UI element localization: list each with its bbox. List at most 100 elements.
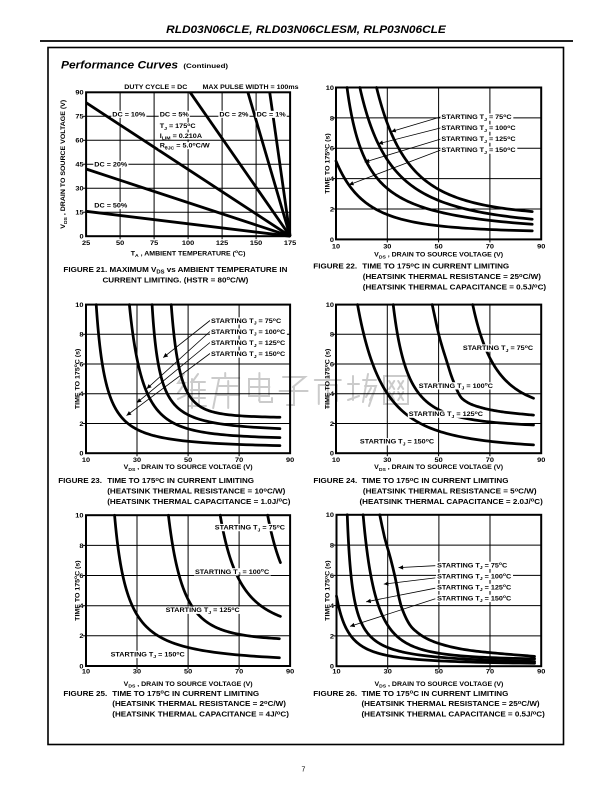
svg-text:FIGURE 25.: FIGURE 25. [63, 689, 107, 697]
svg-text:TIME TO 175o​C (s): TIME TO 175o​C (s) [325, 560, 332, 620]
svg-text:(Continued): (Continued) [183, 64, 228, 70]
svg-text:STARTING TJ​ = 150o​C: STARTING TJ​ = 150o​C [111, 651, 185, 660]
svg-text:8: 8 [79, 543, 83, 550]
svg-text:(HEATSINK THERMAL RESISTANCE =: (HEATSINK THERMAL RESISTANCE = 25o​C/W) [362, 700, 541, 708]
svg-text:90: 90 [537, 457, 545, 464]
svg-text:(HEATSINK THERMAL RESISTANCE =: (HEATSINK THERMAL RESISTANCE = 10o​C/W) [107, 487, 286, 495]
svg-text:FIGURE 24.: FIGURE 24. [313, 477, 357, 485]
svg-text:STARTING TJ​ = 100o​C: STARTING TJ​ = 100o​C [437, 573, 511, 582]
svg-text:DC = 20%: DC = 20% [94, 162, 127, 169]
svg-text:DUTY CYCLE = DC: DUTY CYCLE = DC [124, 84, 187, 91]
svg-text:10: 10 [82, 669, 90, 676]
svg-text:30: 30 [384, 669, 392, 676]
svg-text:STARTING TJ​ = 100o​C: STARTING TJ​ = 100o​C [195, 569, 269, 578]
svg-text:10: 10 [75, 513, 83, 520]
svg-text:FIGURE 22.: FIGURE 22. [313, 262, 357, 270]
svg-text:DC = 2%: DC = 2% [219, 112, 248, 119]
svg-text:70: 70 [235, 669, 243, 676]
svg-text:60: 60 [75, 138, 83, 145]
svg-text:VDS​ , DRAIN TO SOURCE VOLTAGE: VDS​ , DRAIN TO SOURCE VOLTAGE (V) [60, 100, 68, 229]
svg-text:10: 10 [326, 302, 334, 309]
svg-text:TIME TO 175o​C (s): TIME TO 175o​C (s) [74, 560, 81, 620]
svg-text:8: 8 [330, 116, 334, 123]
svg-text:7: 7 [302, 767, 306, 774]
svg-text:TIME TO 175o​C IN CURRENT LIMI: TIME TO 175o​C IN CURRENT LIMITING [362, 262, 509, 270]
svg-text:2: 2 [330, 421, 334, 428]
svg-text:10: 10 [332, 244, 340, 251]
svg-text:10: 10 [332, 457, 340, 464]
svg-text:6: 6 [79, 362, 83, 369]
svg-text:100: 100 [182, 240, 194, 247]
svg-text:6: 6 [79, 573, 83, 580]
svg-text:45: 45 [75, 162, 83, 169]
svg-text:STARTING TJ​ = 125o​C: STARTING TJ​ = 125o​C [409, 411, 483, 420]
svg-text:50: 50 [434, 457, 442, 464]
svg-text:50: 50 [435, 669, 443, 676]
svg-text:2: 2 [79, 421, 83, 428]
svg-text:TIME TO 175o​C (s): TIME TO 175o​C (s) [74, 349, 81, 409]
svg-text:4: 4 [330, 391, 334, 398]
svg-text:30: 30 [383, 457, 391, 464]
svg-text:0: 0 [330, 451, 334, 458]
svg-text:(HEATSINK THERMAL RESISTANCE =: (HEATSINK THERMAL RESISTANCE = 2o​C/W) [112, 700, 286, 708]
svg-text:RLD03N06CLE, RLD03N06CLESM, RL: RLD03N06CLE, RLD03N06CLESM, RLP03N06CLE [166, 25, 446, 36]
svg-text:(HEATSINK THERMAL CAPACITANCE: (HEATSINK THERMAL CAPACITANCE = 4J/o​C) [112, 710, 289, 718]
svg-text:2: 2 [79, 633, 83, 640]
svg-text:2: 2 [330, 634, 334, 641]
svg-text:DC = 10%: DC = 10% [112, 112, 145, 119]
svg-text:TIME TO 175o​C IN CURRENT LIMI: TIME TO 175o​C IN CURRENT LIMITING [107, 477, 254, 485]
svg-text:70: 70 [486, 457, 494, 464]
svg-text:STARTING TJ​ = 125o​C: STARTING TJ​ = 125o​C [166, 607, 240, 616]
svg-text:30: 30 [133, 457, 141, 464]
svg-text:VDS​ , DRAIN TO SOURCE VOLTAGE: VDS​ , DRAIN TO SOURCE VOLTAGE (V) [374, 252, 503, 260]
svg-text:VDS​ , DRAIN TO SOURCE VOLTAGE: VDS​ , DRAIN TO SOURCE VOLTAGE (V) [124, 464, 253, 472]
svg-text:STARTING TJ​ = 125o​C: STARTING TJ​ = 125o​C [441, 136, 515, 145]
svg-text:Performance Curves: Performance Curves [61, 60, 179, 72]
svg-text:CURRENT LIMITING. (HSTR = 80o: CURRENT LIMITING. (HSTR = 80o​C/W) [102, 276, 248, 284]
svg-text:8: 8 [330, 543, 334, 550]
svg-text:70: 70 [486, 244, 494, 251]
svg-text:90: 90 [286, 457, 294, 464]
svg-text:4: 4 [79, 391, 83, 398]
svg-text:FIGURE 26.: FIGURE 26. [313, 689, 357, 697]
svg-text:FIGURE 23.: FIGURE 23. [58, 477, 102, 485]
svg-text:4: 4 [330, 176, 334, 183]
svg-text:RθJC​ = 5.0o​C/W: RθJC​ = 5.0o​C/W [160, 143, 211, 152]
svg-text:STARTING TJ​ = 125o​C: STARTING TJ​ = 125o​C [437, 584, 511, 593]
svg-text:6: 6 [330, 573, 334, 580]
svg-text:30: 30 [383, 244, 391, 251]
svg-text:STARTING TJ​ = 75o​C: STARTING TJ​ = 75o​C [437, 562, 507, 571]
svg-text:TJ​ = 175o​C: TJ​ = 175o​C [160, 123, 196, 132]
svg-text:8: 8 [330, 332, 334, 339]
svg-text:70: 70 [235, 457, 243, 464]
svg-text:0: 0 [330, 237, 334, 244]
svg-text:30: 30 [75, 186, 83, 193]
svg-text:STARTING TJ​ = 125o​C: STARTING TJ​ = 125o​C [211, 340, 285, 349]
svg-text:10: 10 [332, 669, 340, 676]
svg-text:MAX PULSE WIDTH = 100ms: MAX PULSE WIDTH = 100ms [202, 84, 298, 91]
svg-text:STARTING TJ​ = 150o​C: STARTING TJ​ = 150o​C [360, 439, 434, 448]
svg-text:75: 75 [150, 240, 158, 247]
svg-text:125: 125 [216, 240, 228, 247]
svg-text:0: 0 [79, 234, 83, 241]
svg-text:STARTING TJ​ = 100o​C: STARTING TJ​ = 100o​C [211, 329, 285, 338]
svg-text:DC = 50%: DC = 50% [94, 203, 127, 210]
svg-text:90: 90 [75, 90, 83, 97]
svg-text:VDS​ , DRAIN TO SOURCE VOLTAGE: VDS​ , DRAIN TO SOURCE VOLTAGE (V) [374, 464, 503, 472]
svg-text:STARTING TJ​ = 100o​C: STARTING TJ​ = 100o​C [419, 383, 493, 392]
svg-text:0: 0 [79, 664, 83, 671]
svg-text:(HEATSINK THERMAL CAPACITANCE: (HEATSINK THERMAL CAPACITANCE = 1.0J/o​C… [107, 497, 291, 505]
svg-text:4: 4 [79, 603, 83, 610]
svg-text:(HEATSINK THERMAL CAPACITANCE: (HEATSINK THERMAL CAPACITANCE = 0.5J/o​C… [362, 710, 546, 718]
svg-text:STARTING TJ​ = 100o​C: STARTING TJ​ = 100o​C [441, 125, 515, 134]
svg-text:8: 8 [79, 332, 83, 339]
svg-text:TA​ , AMBIENT TEMPERATURE (o​C: TA​ , AMBIENT TEMPERATURE (o​C) [131, 250, 246, 259]
svg-text:VDS​ , DRAIN TO SOURCE VOLTAGE: VDS​ , DRAIN TO SOURCE VOLTAGE (V) [374, 681, 503, 689]
svg-text:STARTING TJ​ = 150o​C: STARTING TJ​ = 150o​C [437, 595, 511, 604]
svg-text:6: 6 [330, 146, 334, 153]
svg-text:10: 10 [326, 85, 334, 92]
svg-text:DC = 1%: DC = 1% [257, 112, 286, 119]
svg-text:6: 6 [330, 362, 334, 369]
svg-text:10: 10 [75, 302, 83, 309]
svg-text:STARTING TJ​ = 75o​C: STARTING TJ​ = 75o​C [463, 345, 533, 354]
